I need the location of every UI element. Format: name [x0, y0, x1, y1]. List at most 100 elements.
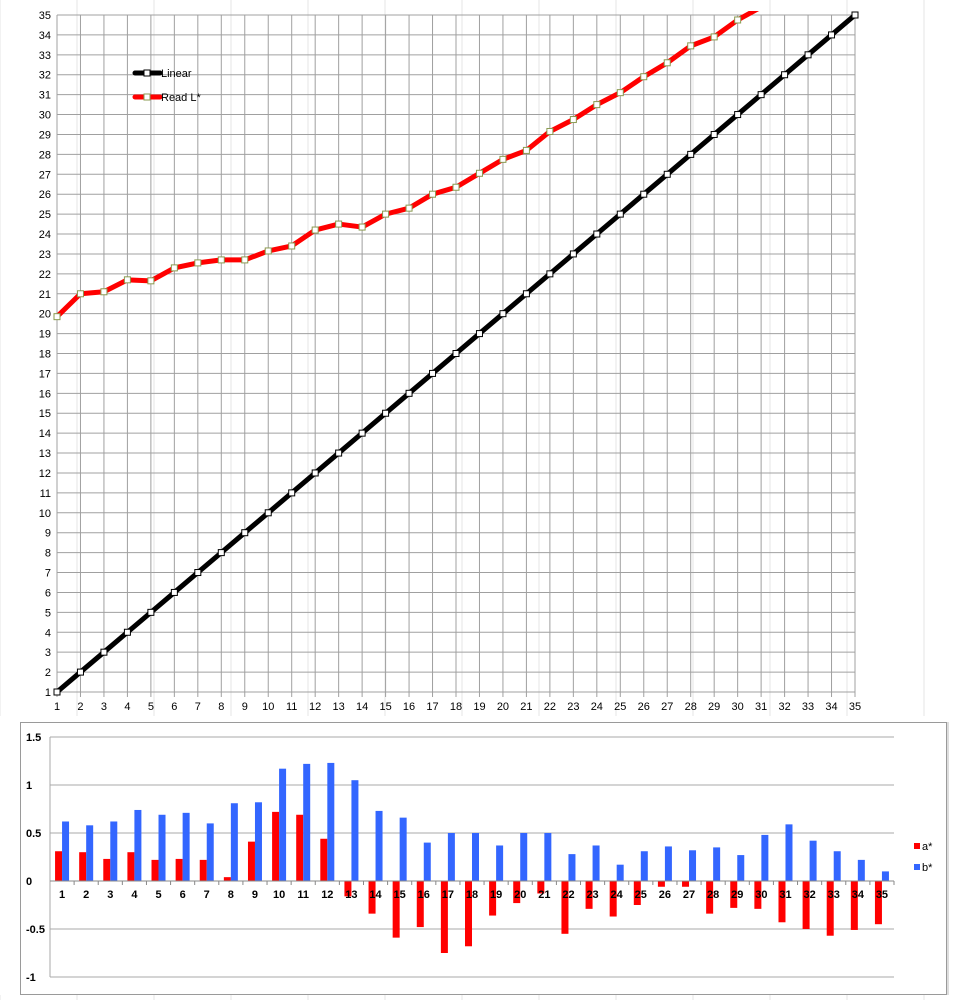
x-tick-label: 29: [708, 701, 720, 713]
y-tick-label: 1.5: [26, 732, 41, 744]
x-tick-label: 16: [418, 889, 430, 901]
data-point: [663, 59, 671, 67]
bar-b: [303, 763, 311, 881]
x-tick-label: 12: [321, 889, 333, 901]
y-tick-label: 5: [45, 607, 51, 619]
bar-a: [392, 881, 400, 938]
bar-b: [86, 825, 94, 881]
bar-b: [110, 821, 118, 881]
x-tick-label: 26: [659, 889, 671, 901]
x-tick-label: 1: [59, 889, 65, 901]
data-point: [663, 170, 671, 178]
y-tick-label: 23: [39, 249, 51, 261]
x-tick-label: 25: [614, 701, 626, 713]
bar-a: [272, 811, 280, 881]
bar-a: [151, 859, 159, 881]
x-tick-label: 30: [732, 701, 744, 713]
y-tick-label: 26: [39, 189, 51, 201]
data-point: [288, 242, 296, 250]
x-tick-label: 10: [273, 889, 285, 901]
x-tick-label: 27: [683, 889, 695, 901]
bar-b: [399, 817, 407, 881]
data-point: [546, 127, 554, 135]
bar-a: [344, 881, 352, 897]
plot-area: [53, 11, 859, 696]
legend-swatch: [914, 843, 920, 849]
data-point: [546, 270, 554, 278]
data-point: [710, 33, 718, 41]
data-point: [123, 628, 131, 636]
bar-a: [633, 881, 641, 905]
bar-a: [609, 881, 617, 917]
y-tick-label: 4: [45, 627, 51, 639]
x-tick-label: 15: [379, 701, 391, 713]
x-tick-label: 17: [426, 701, 438, 713]
x-tick-label: 11: [297, 889, 309, 901]
x-tick-label: 11: [286, 701, 297, 713]
bar-b: [568, 854, 576, 881]
bar-a: [561, 881, 569, 934]
bar-a: [513, 881, 521, 904]
bar-b: [616, 864, 624, 881]
bar-b: [375, 810, 383, 881]
x-tick-label: 23: [567, 701, 579, 713]
data-point: [100, 288, 108, 296]
x-tick-label: 26: [638, 701, 650, 713]
x-tick-label: 32: [803, 889, 815, 901]
bar-a: [175, 858, 183, 881]
bar-a: [754, 881, 762, 909]
y-tick-label: 10: [39, 508, 51, 520]
x-tick-label: 20: [497, 701, 509, 713]
x-tick-label: 18: [466, 889, 478, 901]
data-point: [687, 150, 695, 158]
x-tick-label: 4: [124, 701, 130, 713]
bar-b: [496, 845, 504, 881]
bar-a: [79, 852, 87, 881]
bar-b: [809, 840, 817, 881]
y-tick-label: 22: [39, 269, 51, 281]
data-point: [757, 91, 765, 99]
x-tick-label: 10: [262, 701, 274, 713]
bar-a: [103, 858, 111, 881]
bar-a: [296, 814, 304, 881]
data-point: [851, 11, 859, 19]
y-tick-label: 32: [39, 70, 51, 82]
bar-b: [857, 859, 865, 881]
x-tick-label: 5: [155, 889, 161, 901]
lightness-line-chart: 1234567891011121314151617181920212223242…: [0, 0, 925, 718]
x-tick-label: 21: [538, 889, 550, 901]
data-point: [288, 489, 296, 497]
x-tick-label: 19: [490, 889, 502, 901]
data-point: [593, 101, 601, 109]
y-tick-label: 3: [45, 647, 51, 659]
y-tick-label: 21: [39, 289, 51, 301]
data-point: [452, 183, 460, 191]
bar-a: [657, 881, 665, 887]
y-tick-label: 33: [39, 50, 51, 62]
y-tick-label: 29: [39, 129, 51, 141]
y-tick-label: 0.5: [26, 828, 41, 840]
data-point: [593, 230, 601, 238]
data-point: [828, 31, 836, 39]
legend-swatch: [914, 864, 920, 870]
data-point: [170, 264, 178, 272]
x-tick-label: 18: [450, 701, 462, 713]
x-tick-label: 21: [520, 701, 532, 713]
x-tick-label: 8: [228, 889, 234, 901]
data-point: [687, 42, 695, 50]
bar-b: [640, 851, 648, 881]
x-tick-label: 33: [802, 701, 814, 713]
x-tick-label: 13: [333, 701, 345, 713]
y-tick-label: 27: [39, 169, 51, 181]
y-tick-label: 9: [45, 528, 51, 540]
bar-b: [833, 851, 841, 881]
legend-marker: [143, 93, 151, 101]
x-tick-label: 29: [731, 889, 743, 901]
bar-b: [592, 845, 600, 881]
y-tick-label: 11: [40, 488, 51, 500]
chart-frame: [20, 722, 947, 995]
x-tick-label: 7: [204, 889, 210, 901]
data-point: [76, 290, 84, 298]
data-point: [452, 350, 460, 357]
x-tick-label: 3: [101, 701, 107, 713]
